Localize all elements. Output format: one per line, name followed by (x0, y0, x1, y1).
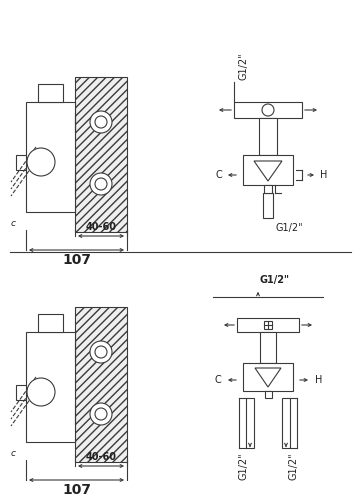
Text: c: c (10, 450, 16, 458)
Bar (237, 318, 299, 332)
Text: C: C (214, 375, 221, 385)
Circle shape (95, 346, 107, 358)
Bar (282, 398, 290, 448)
Bar (26, 332, 75, 442)
Text: 107: 107 (62, 253, 91, 267)
Circle shape (262, 104, 274, 116)
Bar (16, 384, 26, 400)
Bar (263, 193, 273, 218)
Text: G1/2": G1/2" (260, 275, 290, 285)
Text: G1/2": G1/2" (276, 223, 304, 233)
Text: 40-60: 40-60 (86, 222, 117, 232)
Bar (264, 185, 272, 193)
Circle shape (90, 341, 112, 363)
Text: 40-60: 40-60 (86, 452, 117, 462)
Bar (243, 363, 293, 391)
Text: H: H (320, 170, 327, 180)
Circle shape (95, 116, 107, 128)
Bar (26, 102, 75, 212)
Bar (265, 391, 272, 398)
Circle shape (27, 378, 55, 406)
Bar (259, 118, 277, 155)
Bar (38, 84, 63, 102)
Circle shape (90, 173, 112, 195)
Text: C: C (215, 170, 222, 180)
Circle shape (90, 403, 112, 425)
Text: 107: 107 (62, 483, 91, 497)
Circle shape (95, 178, 107, 190)
Circle shape (95, 408, 107, 420)
Text: c: c (10, 220, 16, 228)
Polygon shape (255, 368, 281, 387)
Circle shape (90, 111, 112, 133)
Text: H: H (315, 375, 322, 385)
Text: G1/2": G1/2" (288, 452, 298, 479)
Polygon shape (254, 161, 282, 181)
Bar (234, 102, 302, 118)
Bar (75, 77, 127, 232)
Bar (260, 332, 276, 363)
Bar (246, 398, 254, 448)
Bar (38, 314, 63, 332)
Bar (243, 155, 293, 185)
Bar (264, 321, 272, 329)
Text: G1/2": G1/2" (238, 52, 248, 80)
Bar (75, 307, 127, 462)
Bar (16, 154, 26, 170)
Circle shape (27, 148, 55, 176)
Text: G1/2": G1/2" (238, 452, 248, 479)
